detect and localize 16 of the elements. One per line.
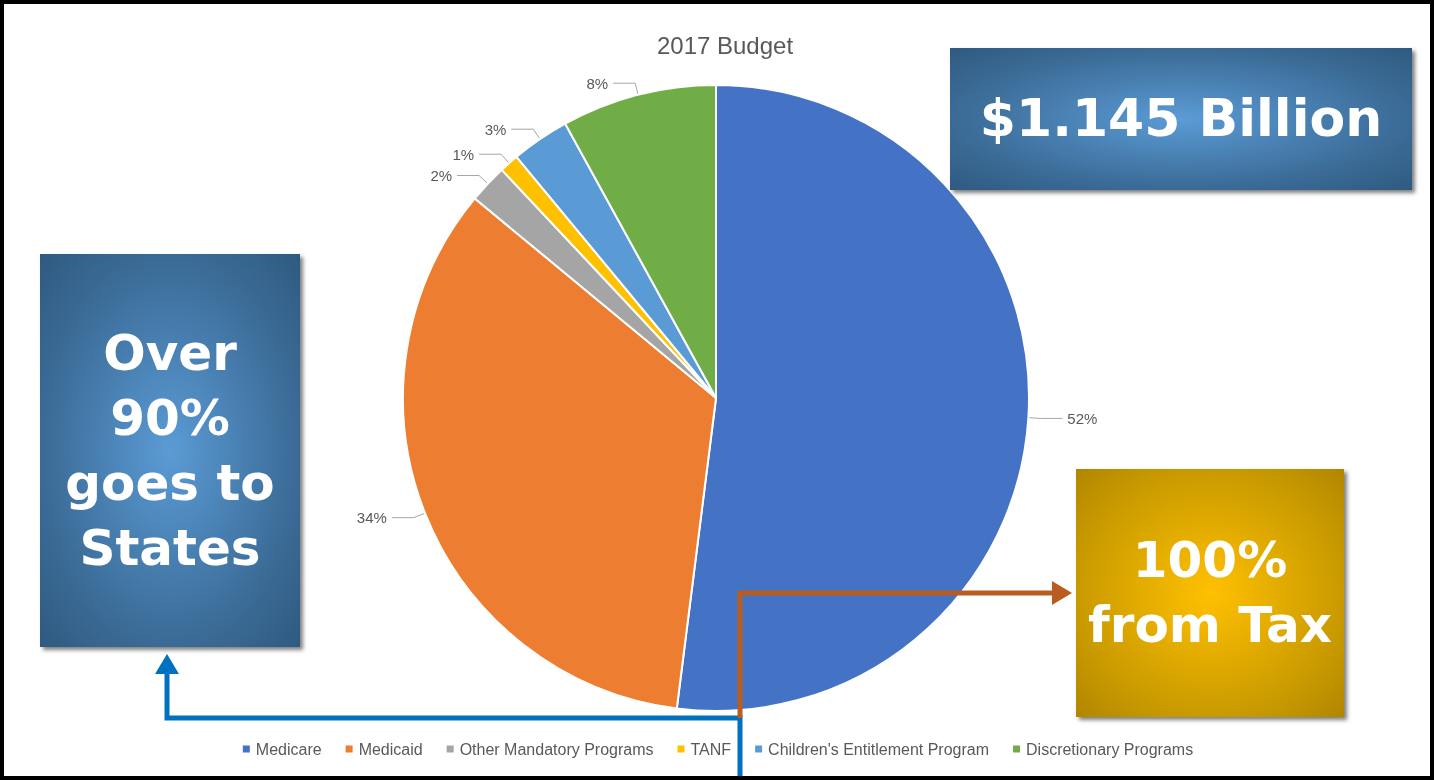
legend-label: Medicare bbox=[255, 740, 322, 758]
data-label: 3% bbox=[484, 120, 507, 138]
legend-label: Discretionary Programs bbox=[1026, 740, 1194, 758]
data-label: 1% bbox=[452, 145, 475, 163]
data-label: 34% bbox=[356, 509, 387, 527]
data-label: 8% bbox=[586, 74, 609, 92]
legend-label: Other Mandatory Programs bbox=[459, 740, 654, 758]
text: 100% from Tax bbox=[1087, 530, 1333, 656]
data-label: 2% bbox=[430, 167, 453, 185]
data-label: 52% bbox=[1067, 409, 1098, 427]
legend-label: TANF bbox=[690, 740, 732, 758]
text: $1.145 Billion bbox=[978, 87, 1384, 151]
chart-title: 2017 Budget bbox=[656, 31, 794, 59]
legend-label: Medicaid bbox=[358, 740, 423, 758]
text: Over 90% goes to States bbox=[64, 322, 276, 579]
legend-label: Children's Entitlement Program bbox=[768, 740, 990, 758]
